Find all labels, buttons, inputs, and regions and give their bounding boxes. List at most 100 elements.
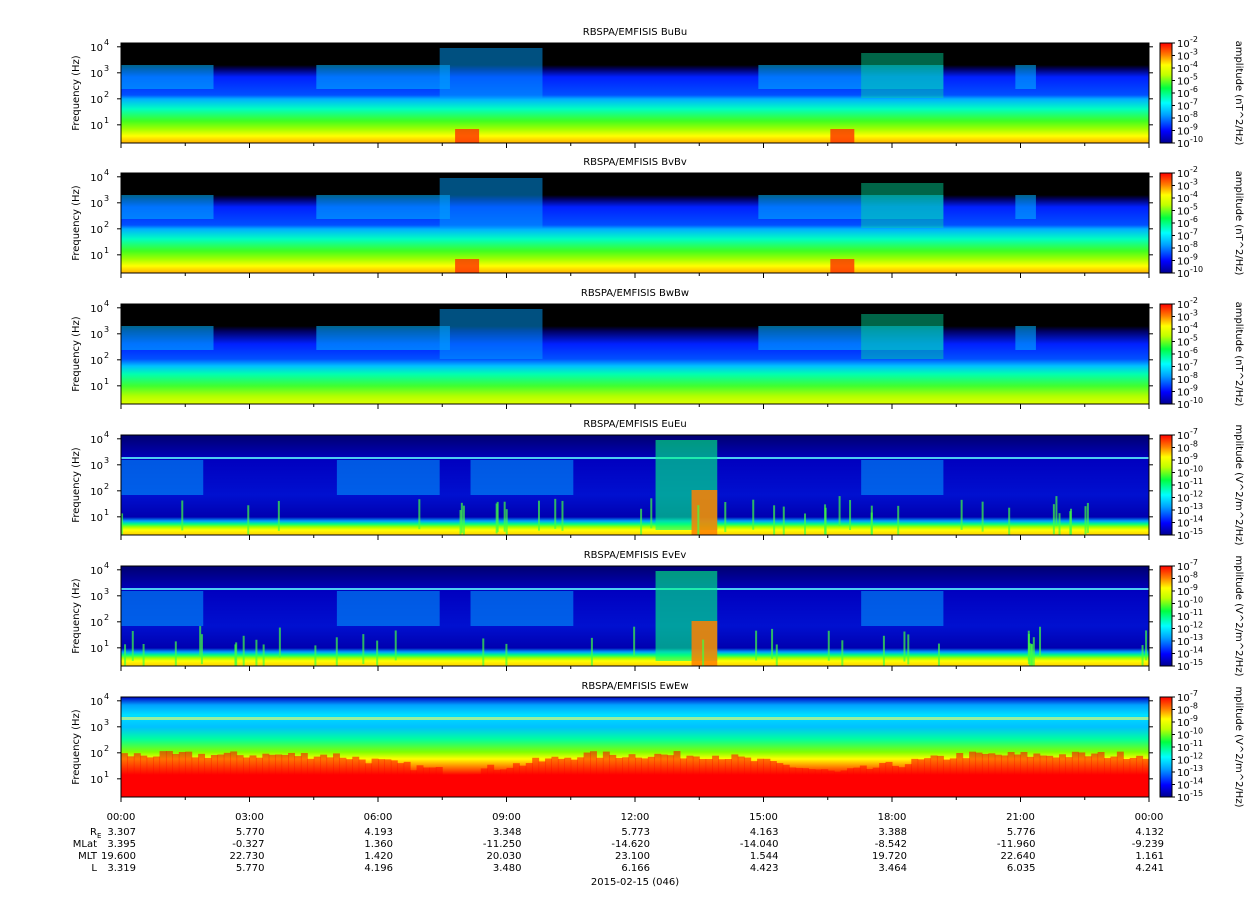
- colorbar-tick-exponent: -8: [1190, 440, 1198, 449]
- colorbar-tick-label: 10: [1177, 207, 1190, 218]
- y-tick-exponent: 1: [104, 639, 109, 648]
- chorus-band: [121, 195, 214, 219]
- low-freq-power: [557, 758, 565, 797]
- y-tick-exponent: 4: [104, 692, 109, 701]
- colorbar-tick-label: 10: [1177, 77, 1190, 88]
- orbit-row-label-subscript: E: [97, 832, 101, 840]
- colorbar-tick-exponent: -13: [1190, 633, 1203, 642]
- spectrogram-background: [121, 173, 1149, 273]
- low-freq-power: [345, 759, 353, 797]
- low-freq-power: [699, 758, 707, 797]
- low-freq-power: [1091, 753, 1099, 797]
- low-freq-power: [159, 751, 167, 797]
- colorbar-tick-label: 10: [1177, 300, 1190, 311]
- y-tick-label: 10: [90, 749, 103, 760]
- orbit-row-label: MLT: [78, 851, 98, 862]
- y-axis-label: Frequency (Hz): [71, 55, 82, 131]
- orbit-value: 5.770: [236, 827, 265, 838]
- low-freq-power: [969, 751, 977, 797]
- orbit-value: -11.960: [997, 839, 1036, 850]
- low-freq-power: [1123, 758, 1131, 797]
- colorbar-label: mplitude (V^2/m^2/Hz): [1233, 425, 1244, 546]
- low-freq-power: [371, 758, 379, 797]
- y-axis-label: Frequency (Hz): [71, 316, 82, 392]
- low-freq-power: [390, 760, 398, 797]
- spike: [335, 637, 338, 666]
- spike: [897, 505, 900, 535]
- low-freq-power: [943, 759, 951, 797]
- low-freq-power: [429, 767, 437, 797]
- low-freq-power: [1142, 758, 1149, 797]
- low-freq-power: [872, 767, 880, 797]
- chorus-band: [316, 326, 450, 350]
- spike: [804, 513, 807, 535]
- spike: [937, 643, 940, 666]
- spike: [1141, 645, 1144, 666]
- low-freq-power: [866, 768, 874, 797]
- panel-title: RBSPA/EMFISIS BvBv: [583, 157, 687, 168]
- spectrogram-background: [121, 435, 1149, 535]
- low-freq-power: [422, 767, 430, 797]
- colorbar-tick-label: 10: [1177, 313, 1190, 324]
- colorbar-tick-exponent: -9: [1190, 384, 1198, 393]
- spike: [841, 640, 844, 666]
- spike: [870, 512, 873, 535]
- colorbar-tick-label: 10: [1177, 375, 1190, 386]
- colorbar-tick-exponent: -10: [1190, 727, 1203, 736]
- panel-title: RBSPA/EMFISIS EvEv: [584, 550, 687, 561]
- low-freq-power: [789, 767, 797, 797]
- low-freq-power: [403, 761, 411, 797]
- orbit-row-label: MLat: [73, 839, 97, 850]
- x-tick-label: 15:00: [749, 812, 778, 823]
- y-tick-label: 10: [90, 618, 103, 629]
- colorbar-tick-label: 10: [1177, 219, 1190, 230]
- x-tick-label: 18:00: [878, 812, 907, 823]
- low-freq-power: [930, 755, 938, 797]
- low-freq-power: [442, 774, 450, 797]
- chorus-band: [470, 591, 574, 626]
- y-tick-exponent: 1: [104, 116, 109, 125]
- spike: [1070, 508, 1073, 535]
- low-freq-power: [570, 759, 578, 797]
- colorbar-label: amplitude (nT^2/Hz): [1233, 41, 1244, 146]
- low-freq-power: [635, 757, 642, 797]
- y-axis-label: Frequency (Hz): [71, 185, 82, 261]
- colorbar-tick-exponent: -7: [1190, 359, 1198, 368]
- colorbar-tick-exponent: -15: [1190, 658, 1203, 667]
- colorbar-tick-label: 10: [1177, 194, 1190, 205]
- chorus-band: [1015, 326, 1036, 350]
- low-freq-power: [1104, 758, 1111, 797]
- spike: [262, 644, 265, 666]
- low-freq-power: [339, 757, 347, 797]
- low-freq-power: [892, 765, 899, 797]
- spike: [771, 628, 774, 659]
- colorbar-tick-exponent: -14: [1190, 515, 1203, 524]
- colorbar-tick-label: 10: [1177, 182, 1190, 193]
- spike: [418, 499, 421, 530]
- y-tick-label: 10: [90, 644, 103, 655]
- colorbar-tick-label: 10: [1177, 431, 1190, 442]
- colorbar-tick-label: 10: [1177, 731, 1190, 742]
- colorbar-tick-exponent: -10: [1190, 396, 1203, 405]
- low-freq-power: [153, 756, 161, 797]
- y-tick-label: 10: [90, 173, 103, 184]
- orbit-value: 4.163: [750, 827, 779, 838]
- y-tick-label: 10: [90, 592, 103, 603]
- panel-title: RBSPA/EMFISIS EuEu: [583, 419, 686, 430]
- colorbar-tick-label: 10: [1177, 456, 1190, 467]
- low-freq-power: [821, 769, 829, 797]
- low-freq-power: [814, 769, 822, 797]
- orbit-value: 5.773: [621, 827, 650, 838]
- low-freq-power: [679, 758, 687, 797]
- colorbar-tick-label: 10: [1177, 662, 1190, 673]
- y-tick-exponent: 1: [104, 246, 109, 255]
- y-tick-label: 10: [90, 566, 103, 577]
- colorbar-tick-label: 10: [1177, 494, 1190, 505]
- spike: [394, 630, 397, 661]
- low-freq-power: [622, 757, 630, 797]
- spike: [775, 644, 778, 666]
- low-freq-power: [660, 754, 668, 797]
